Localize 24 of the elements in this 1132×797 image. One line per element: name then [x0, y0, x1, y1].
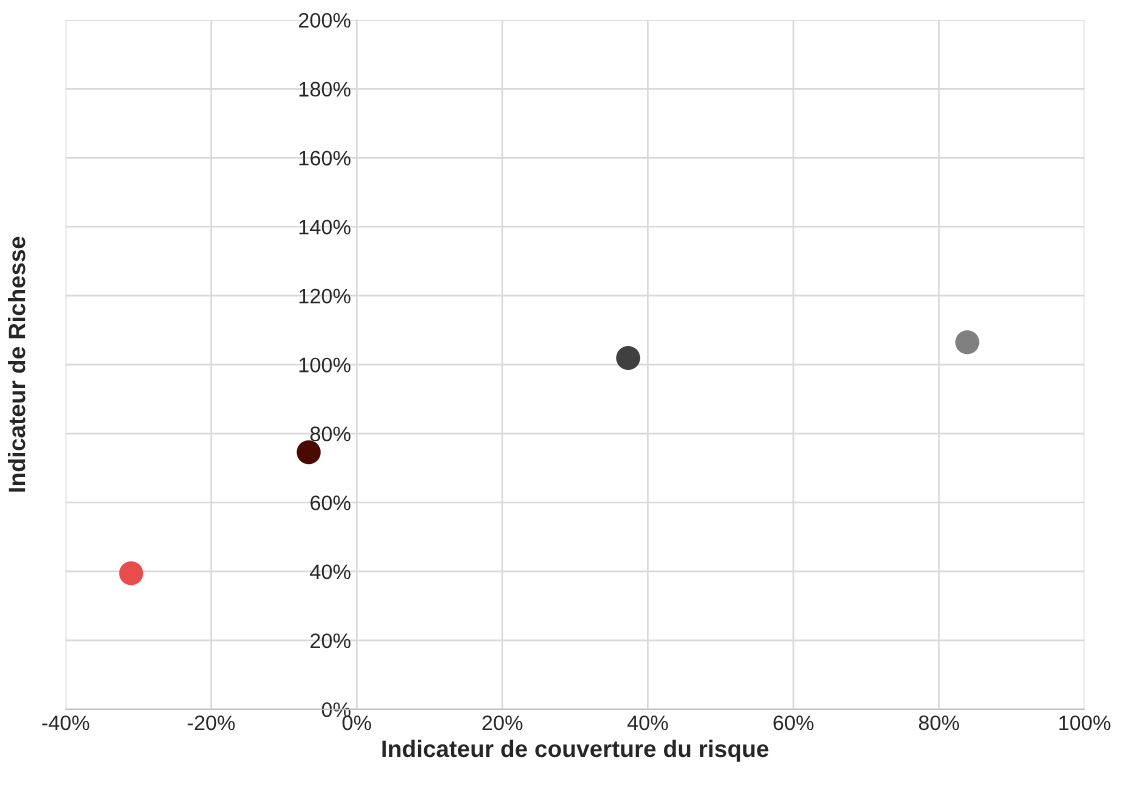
- point: [616, 346, 641, 371]
- y-tick-label: 140%: [299, 219, 351, 235]
- x-tick-label: 80%: [918, 715, 960, 731]
- y-tick-label: 180%: [299, 81, 351, 97]
- y-tick-label: 100%: [299, 357, 351, 373]
- point: [119, 561, 144, 586]
- y-tick-label: 20%: [310, 633, 351, 649]
- x-tick-label: 20%: [482, 715, 523, 731]
- x-tick-label: 60%: [773, 715, 814, 731]
- point: [955, 330, 980, 355]
- x-axis-title: Indicateur de couverture du risque: [382, 739, 769, 762]
- x-tick-label: 40%: [627, 715, 668, 731]
- x-tick-label: -20%: [187, 715, 235, 731]
- y-tick-label: 60%: [310, 495, 351, 511]
- y-tick-label: 200%: [298, 12, 351, 28]
- y-tick-label: 40%: [309, 564, 351, 580]
- y-axis-title: Indicateur de Richesse: [7, 236, 26, 492]
- x-tick-label: -40%: [42, 715, 90, 731]
- x-tick-label: 100%: [1059, 715, 1111, 731]
- x-tick-label: 0%: [342, 715, 372, 731]
- y-tick-label: 80%: [310, 426, 351, 442]
- y-tick-label: 120%: [299, 288, 351, 304]
- point: [296, 440, 321, 465]
- y-tick-label: 160%: [299, 150, 351, 166]
